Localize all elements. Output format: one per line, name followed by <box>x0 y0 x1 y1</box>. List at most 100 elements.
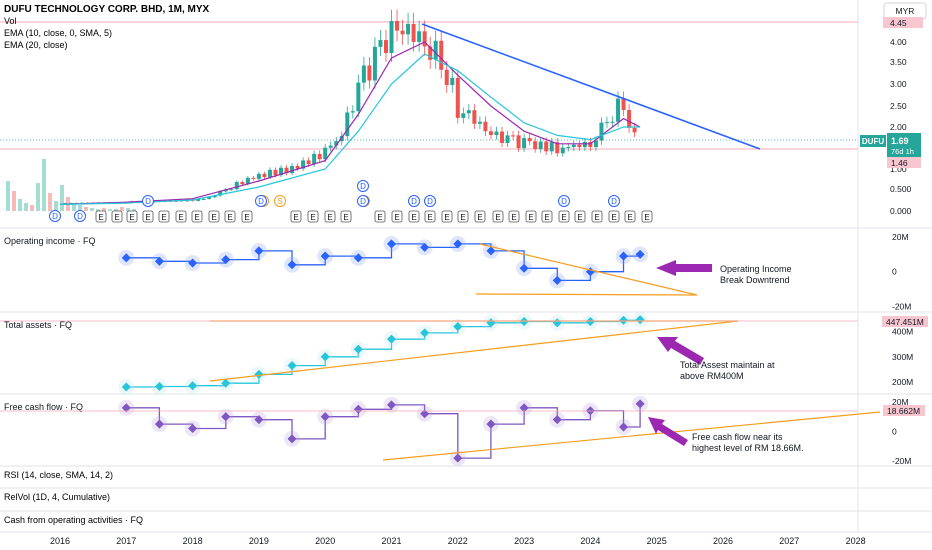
candles[interactable] <box>63 9 637 205</box>
candle[interactable] <box>290 165 295 174</box>
candle[interactable] <box>245 177 250 185</box>
earnings-badge[interactable] <box>126 210 138 223</box>
operating-income-pane[interactable]: Operating income · FQ 20M 0 -20M Operating I… <box>4 232 911 312</box>
data-point[interactable] <box>519 403 529 413</box>
candle[interactable] <box>599 122 604 141</box>
candle[interactable] <box>505 135 510 143</box>
earnings-badge[interactable] <box>142 210 154 223</box>
candle[interactable] <box>450 77 455 86</box>
candle[interactable] <box>334 141 339 146</box>
dividend-badge[interactable] <box>357 180 369 192</box>
candle[interactable] <box>400 30 405 35</box>
data-point[interactable] <box>635 315 645 325</box>
candle[interactable] <box>516 135 521 149</box>
candle[interactable] <box>488 131 493 136</box>
candle[interactable] <box>428 46 433 60</box>
data-point[interactable] <box>121 253 131 263</box>
dividend-badge[interactable] <box>357 195 369 207</box>
earnings-badge[interactable] <box>457 210 469 223</box>
earnings-badge[interactable] <box>608 210 620 223</box>
candle[interactable] <box>472 110 477 124</box>
earnings-badge[interactable] <box>307 210 319 223</box>
earnings-badge[interactable] <box>290 210 302 223</box>
candle[interactable] <box>339 136 344 142</box>
pane-cash-operating[interactable]: Cash from operating activities · FQ <box>4 515 143 525</box>
candle[interactable] <box>560 147 565 154</box>
earnings-badge[interactable] <box>391 210 403 223</box>
candle[interactable] <box>284 167 289 174</box>
earnings-badge[interactable] <box>624 210 636 223</box>
candle[interactable] <box>383 40 388 54</box>
candle[interactable] <box>544 141 549 152</box>
data-point[interactable] <box>254 415 264 425</box>
data-point[interactable] <box>188 258 198 268</box>
indicator-vol[interactable]: Vol <box>4 16 17 26</box>
candle[interactable] <box>593 140 598 148</box>
candle[interactable] <box>312 153 317 165</box>
total-assets-pane[interactable]: Total assets · FQ 400M 300M 200M 447.451M Tot… <box>0 311 928 395</box>
candle[interactable] <box>433 40 438 60</box>
earnings-badge[interactable] <box>241 210 253 223</box>
candle[interactable] <box>295 165 300 169</box>
candle[interactable] <box>262 173 267 178</box>
candle[interactable] <box>511 135 516 137</box>
candle[interactable] <box>229 189 234 191</box>
dividend-badge[interactable] <box>74 210 86 222</box>
candle[interactable] <box>483 121 488 132</box>
earnings-badge[interactable] <box>340 210 352 223</box>
candle[interactable] <box>201 198 206 200</box>
candle[interactable] <box>251 177 256 179</box>
earnings-badge[interactable] <box>591 210 603 223</box>
candle[interactable] <box>522 138 527 149</box>
earnings-badge[interactable] <box>158 210 170 223</box>
earnings-badge[interactable] <box>95 210 107 223</box>
earnings-badge[interactable] <box>224 210 236 223</box>
candle[interactable] <box>256 173 261 179</box>
candle[interactable] <box>234 182 239 190</box>
earnings-badge[interactable] <box>492 210 504 223</box>
candle[interactable] <box>455 77 460 118</box>
candle[interactable] <box>212 195 217 198</box>
earnings-badge[interactable] <box>541 210 553 223</box>
data-point[interactable] <box>154 419 164 429</box>
candle[interactable] <box>395 20 400 31</box>
candle[interactable] <box>378 40 383 47</box>
candle[interactable] <box>549 142 554 152</box>
candle[interactable] <box>63 203 68 205</box>
candle[interactable] <box>422 31 427 47</box>
earnings-badge[interactable] <box>175 210 187 223</box>
candle[interactable] <box>477 121 482 124</box>
candle[interactable] <box>372 46 377 81</box>
data-point[interactable] <box>619 315 629 325</box>
data-point[interactable] <box>188 381 198 391</box>
candle[interactable] <box>345 112 350 137</box>
candle[interactable] <box>461 113 466 118</box>
data-point[interactable] <box>154 381 164 391</box>
data-point[interactable] <box>353 253 363 263</box>
candle[interactable] <box>466 110 471 114</box>
candle[interactable] <box>555 142 560 154</box>
data-point[interactable] <box>519 263 529 273</box>
earnings-badge[interactable] <box>558 210 570 223</box>
candle[interactable] <box>323 147 328 160</box>
earnings-badge[interactable] <box>374 210 386 223</box>
candle[interactable] <box>610 121 615 123</box>
candle[interactable] <box>632 127 637 133</box>
dividend-badge[interactable] <box>408 195 420 207</box>
event-badges[interactable]: DDEEEEEEEEEESSEEEESEEEEEEEEEEEEEEEEEDDDD… <box>49 180 653 223</box>
candle[interactable] <box>527 138 532 142</box>
candle[interactable] <box>207 197 212 199</box>
split-badge[interactable] <box>274 195 286 207</box>
candle[interactable] <box>566 147 571 149</box>
data-point[interactable] <box>221 412 231 422</box>
candle[interactable] <box>406 23 411 35</box>
candle[interactable] <box>301 160 306 169</box>
data-point[interactable] <box>254 369 264 379</box>
data-point[interactable] <box>154 256 164 266</box>
price-pane[interactable]: DDEEEEEEEEEESSEEEESEEEEEEEEEEEEEEEEEDDDD… <box>0 2 927 223</box>
earnings-badge[interactable] <box>208 210 220 223</box>
earnings-badge[interactable] <box>641 210 653 223</box>
op-downtrend-line[interactable] <box>479 243 698 296</box>
candle[interactable] <box>411 23 416 42</box>
op-support-line[interactable] <box>475 293 698 296</box>
